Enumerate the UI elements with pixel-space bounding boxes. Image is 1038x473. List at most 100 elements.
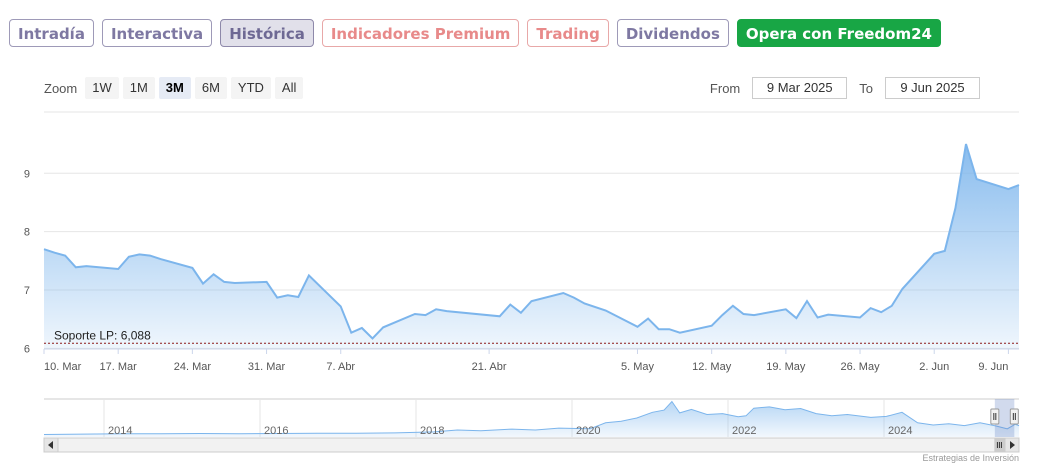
data-point (222, 279, 227, 284)
data-point (646, 316, 651, 321)
data-point (42, 247, 47, 252)
data-point (84, 264, 89, 269)
navigator[interactable]: 2014 2016 2018 2020 2022 2024 (43, 398, 1020, 437)
data-point (137, 252, 142, 257)
zoom-ytd-button[interactable]: YTD (230, 77, 271, 99)
zoom-label: Zoom (44, 80, 78, 96)
data-point (529, 299, 534, 304)
scrollbar-track[interactable] (43, 437, 1020, 453)
data-point (752, 313, 757, 318)
tab-indicadores-premium[interactable]: Indicadores Premium (321, 19, 520, 47)
zoom-all-button[interactable]: All (274, 77, 304, 99)
x-tick-label: 9. Jun (978, 361, 1008, 373)
navigator-year-label: 2014 (108, 425, 132, 437)
x-tick-label: 19. May (766, 361, 806, 373)
zoom-3m-button[interactable]: 3M (158, 77, 191, 99)
data-point (932, 251, 937, 256)
tab-opera-con-freedom24[interactable]: Opera con Freedom24 (736, 19, 941, 47)
navigator-year-label: 2024 (888, 425, 912, 437)
data-point (444, 309, 449, 314)
from-date-input[interactable]: 9 Mar 2025 (752, 77, 848, 99)
data-point (667, 327, 672, 332)
scrollbar[interactable] (43, 437, 1020, 453)
data-point (148, 253, 153, 258)
x-tick-label: 5. May (621, 361, 655, 373)
y-tick-label: 6 (24, 343, 30, 355)
data-point (1017, 183, 1022, 188)
zoom-1m-button[interactable]: 1M (122, 77, 155, 99)
tab-bar: Intradía Interactiva Histórica Indicadores … (9, 19, 941, 49)
x-tick-label: 31. Mar (248, 361, 286, 373)
data-point (190, 265, 195, 270)
data-point (942, 248, 947, 253)
tab-dividendos[interactable]: Dividendos (616, 19, 729, 47)
data-point (306, 273, 311, 278)
support-line: Soporte LP: 6,088 (44, 328, 1019, 344)
data-point (964, 142, 969, 147)
data-point (656, 327, 661, 332)
data-point (423, 313, 428, 318)
navigator-line (43, 400, 1020, 435)
data-point (232, 281, 237, 286)
tab-hist-rica[interactable]: Histórica (220, 19, 314, 47)
date-range: From 9 Mar 2025 To 9 Jun 2025 (706, 77, 980, 99)
zoom-6m-button[interactable]: 6M (194, 77, 227, 99)
data-point (264, 279, 269, 284)
data-point (381, 325, 386, 330)
data-point (296, 295, 301, 300)
data-point (211, 272, 216, 277)
y-tick-label: 7 (24, 285, 30, 297)
data-point (73, 265, 78, 270)
x-tick-label: 26. May (840, 361, 880, 373)
x-tick-label: 10. Mar (44, 361, 82, 373)
data-point (126, 254, 131, 259)
data-point (826, 312, 831, 317)
navigator-left-handle[interactable] (990, 408, 1000, 425)
zoom-1w-button[interactable]: 1W (85, 77, 119, 99)
data-point (603, 308, 608, 313)
x-tick-label: 17. Mar (100, 361, 138, 373)
data-point (370, 336, 375, 341)
series-line (43, 143, 1020, 340)
data-point (52, 250, 57, 255)
to-date-input[interactable]: 9 Jun 2025 (885, 77, 980, 99)
data-point (338, 304, 343, 309)
support-label: Soporte LP: 6,088 (54, 328, 151, 342)
x-tick-label: 2. Jun (919, 361, 949, 373)
data-point (677, 330, 682, 335)
data-point (359, 326, 364, 331)
data-point (508, 302, 513, 307)
x-tick-label: 7. Abr (326, 361, 355, 373)
data-point (518, 310, 523, 315)
data-point (63, 253, 68, 258)
data-point (582, 301, 587, 306)
x-tick-label: 24. Mar (174, 361, 212, 373)
y-tick-label: 8 (24, 227, 30, 239)
y-axis: 6 7 8 9 (24, 168, 30, 355)
navigator-year-label: 2016 (264, 425, 288, 437)
tab-intrad-a[interactable]: Intradía (9, 19, 94, 47)
data-point (815, 315, 820, 320)
data-point (858, 315, 863, 320)
navigator-right-handle[interactable] (1009, 408, 1019, 425)
arrow-right-icon (1010, 441, 1015, 449)
data-point (201, 281, 206, 286)
navigator-window[interactable] (994, 399, 1015, 437)
data-point (953, 206, 958, 211)
credit-text: Estrategias de Inversión (922, 453, 1019, 463)
data-point (497, 314, 502, 319)
y-tick-label: 9 (24, 168, 30, 180)
data-point (285, 293, 290, 298)
to-label: To (859, 80, 873, 96)
data-point (158, 257, 163, 262)
data-point (1006, 187, 1011, 192)
series-area (44, 144, 1019, 349)
tab-trading[interactable]: Trading (527, 19, 609, 47)
data-point (720, 313, 725, 318)
data-point (889, 303, 894, 308)
tab-interactiva[interactable]: Interactiva (101, 19, 213, 47)
from-label: From (709, 80, 741, 96)
data-point (805, 299, 810, 304)
data-point (783, 307, 788, 312)
